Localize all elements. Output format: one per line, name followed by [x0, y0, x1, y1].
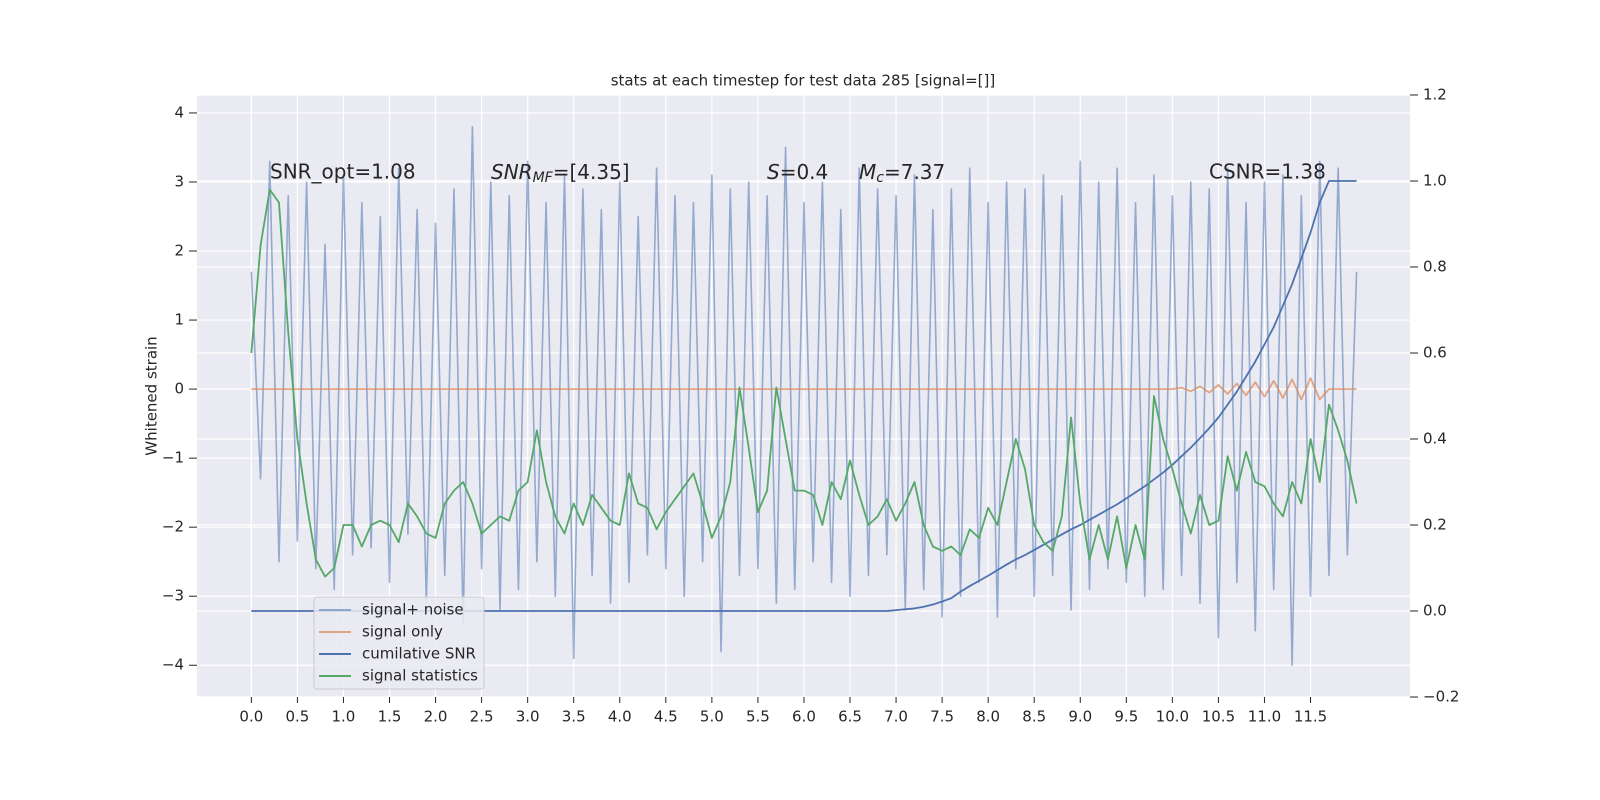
y-tick-label: −4 [162, 656, 184, 674]
annotation: Mc=7.37 [859, 160, 945, 187]
x-tick-label: 4.0 [608, 708, 632, 726]
x-tick-label: 3.0 [516, 708, 540, 726]
annotation-part: SNR [491, 160, 533, 184]
y2-tick-label: 0.0 [1423, 602, 1447, 620]
x-tick-label: 0.0 [239, 708, 263, 726]
annotation-part: c [876, 170, 884, 186]
y2-tick-label: 0.2 [1423, 516, 1447, 534]
x-tick-label: 9.0 [1068, 708, 1092, 726]
legend-label: cumilative SNR [362, 645, 476, 663]
x-tick-label: 5.5 [746, 708, 770, 726]
x-tick-label: 5.0 [700, 708, 724, 726]
annotation: SNR_opt=1.08 [270, 160, 416, 184]
x-tick-label: 1.5 [378, 708, 402, 726]
y-tick-label: −1 [162, 449, 184, 467]
series-line [251, 377, 1357, 401]
y2-tick-label: 0.6 [1423, 344, 1447, 362]
legend: signal+ noise signal only cumilative SNR si… [313, 596, 485, 690]
series-line [250, 125, 1358, 667]
y-tick-label: 4 [174, 103, 184, 121]
legend-label: signal only [362, 623, 443, 641]
annotation: S=0.4 [767, 160, 828, 184]
y2-tick-label: 1.0 [1423, 172, 1447, 190]
x-tick-label: 0.5 [285, 708, 309, 726]
x-tick-label: 7.5 [930, 708, 954, 726]
x-tick-label: 9.5 [1114, 708, 1138, 726]
x-tick-label: 11.0 [1248, 708, 1281, 726]
x-tick-label: 2.0 [424, 708, 448, 726]
x-tick-label: 8.5 [1022, 708, 1046, 726]
legend-box [313, 596, 485, 690]
x-tick-label: 8.0 [976, 708, 1000, 726]
y2-tick-label: −0.2 [1423, 688, 1459, 706]
x-tick-label: 3.5 [562, 708, 586, 726]
series-line [250, 188, 1358, 578]
marks [250, 125, 1358, 667]
y-tick-label: 3 [174, 172, 184, 190]
y2-tick-label: 0.4 [1423, 430, 1447, 448]
annotation-part: S [767, 160, 780, 184]
chart-title: stats at each timestep for test data 285… [611, 72, 996, 90]
legend-label: signal+ noise [362, 601, 464, 619]
annotation: CSNR=1.38 [1209, 160, 1326, 184]
x-tick-label: 11.5 [1294, 708, 1327, 726]
annotation-part: =7.37 [884, 160, 945, 184]
x-tick-label: 4.5 [654, 708, 678, 726]
y2-tick-label: 1.2 [1423, 86, 1447, 104]
x-tick-label: 2.5 [470, 708, 494, 726]
y-tick-label: 2 [174, 242, 184, 260]
annotation-part: MF [533, 170, 554, 186]
annotation-part: =[4.35] [553, 160, 630, 184]
y-tick-label: 1 [174, 311, 184, 329]
y-tick-label: 0 [174, 380, 184, 398]
axes: 0.0 0.5 1.0 1.5 2.0 2.5 3.0 3.5 4.0 4.5 5.0 5.5 6.0 6… [162, 86, 1460, 726]
annotation-part: M [859, 160, 876, 184]
x-tick-label: 10.0 [1156, 708, 1189, 726]
x-tick-label: 6.0 [792, 708, 816, 726]
y2-tick-label: 0.8 [1423, 258, 1447, 276]
x-tick-label: 7.0 [884, 708, 908, 726]
x-tick-label: 10.5 [1202, 708, 1235, 726]
x-tick-label: 1.0 [332, 708, 356, 726]
legend-label: signal statistics [362, 667, 478, 685]
annotation-part: =0.4 [780, 160, 829, 184]
y-tick-label: −2 [162, 518, 184, 536]
x-tick-label: 6.5 [838, 708, 862, 726]
annotation: SNRMF=[4.35] [491, 160, 630, 187]
y-tick-label: −3 [162, 587, 184, 605]
y-axis-label: Whitened strain [143, 336, 161, 455]
